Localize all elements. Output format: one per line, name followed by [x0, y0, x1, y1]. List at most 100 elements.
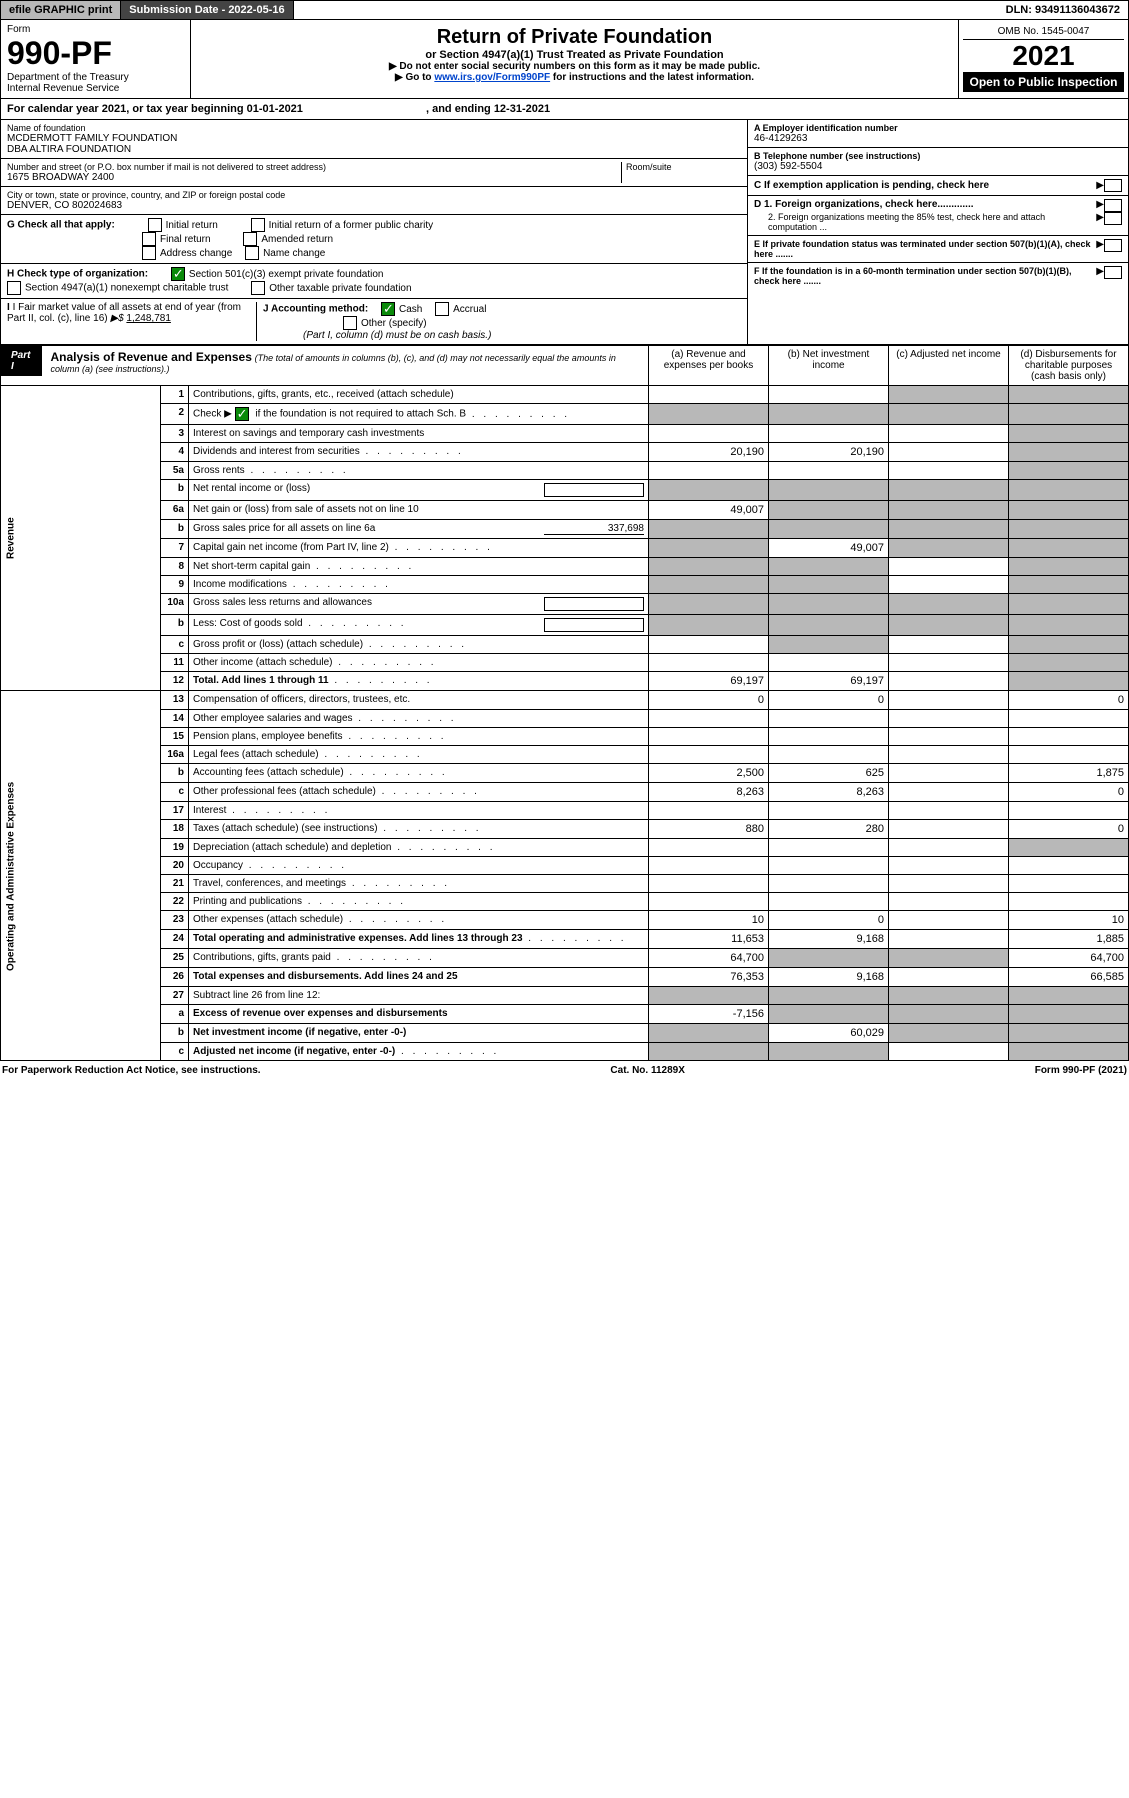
name-change-check[interactable] [245, 246, 259, 260]
line-desc: Total. Add lines 1 through 11 [189, 672, 649, 691]
foreign-org-check[interactable] [1104, 199, 1122, 212]
table-cell [649, 987, 769, 1005]
4947a1-check[interactable] [7, 281, 21, 295]
initial-return-check[interactable] [148, 218, 162, 232]
501c3-check[interactable] [171, 267, 185, 281]
line-desc: Interest on savings and temporary cash i… [189, 425, 649, 443]
table-cell [889, 839, 1009, 857]
table-cell [889, 462, 1009, 480]
table-row: cOther professional fees (attach schedul… [1, 783, 1129, 802]
table-cell [889, 386, 1009, 404]
line-desc: Contributions, gifts, grants, etc., rece… [189, 386, 649, 404]
col-a-header: (a) Revenue and expenses per books [649, 346, 769, 386]
table-cell: 8,263 [649, 783, 769, 802]
status-terminated-check[interactable] [1104, 239, 1122, 252]
table-cell [769, 802, 889, 820]
table-cell [769, 893, 889, 911]
table-row: 5aGross rents [1, 462, 1129, 480]
table-cell [889, 520, 1009, 539]
submission-date: Submission Date - 2022-05-16 [121, 1, 293, 19]
table-cell: 0 [1009, 820, 1129, 839]
section-d1: D 1. Foreign organizations, check here..… [754, 199, 1096, 212]
form-ref: Form 990-PF (2021) [1035, 1065, 1127, 1076]
table-cell [889, 539, 1009, 558]
table-cell [769, 558, 889, 576]
table-cell [649, 875, 769, 893]
table-cell [649, 728, 769, 746]
line-number: 16a [161, 746, 189, 764]
table-cell: 2,500 [649, 764, 769, 783]
table-cell: 66,585 [1009, 968, 1129, 987]
line-number: 9 [161, 576, 189, 594]
line-desc: Depreciation (attach schedule) and deple… [189, 839, 649, 857]
table-cell [769, 615, 889, 636]
table-cell [649, 576, 769, 594]
table-cell [769, 636, 889, 654]
line-desc: Dividends and interest from securities [189, 443, 649, 462]
table-row: cAdjusted net income (if negative, enter… [1, 1043, 1129, 1061]
line-desc: Net investment income (if negative, ente… [189, 1024, 649, 1043]
phone-label: B Telephone number (see instructions) [754, 151, 1122, 161]
line-desc: Gross sales price for all assets on line… [189, 520, 649, 539]
line-number: 17 [161, 802, 189, 820]
initial-former-check[interactable] [251, 218, 265, 232]
line-desc: Net rental income or (loss) [189, 480, 649, 501]
table-cell [649, 1043, 769, 1061]
line-number: 4 [161, 443, 189, 462]
table-row: 11Other income (attach schedule) [1, 654, 1129, 672]
table-cell [649, 386, 769, 404]
city-label: City or town, state or province, country… [7, 190, 741, 200]
efile-button[interactable]: efile GRAPHIC print [1, 1, 121, 19]
line-desc: Subtract line 26 from line 12: [189, 987, 649, 1005]
fmv-value: 1,248,781 [126, 313, 171, 324]
line-number: 6a [161, 501, 189, 520]
other-taxable-check[interactable] [251, 281, 265, 295]
table-row: 15Pension plans, employee benefits [1, 728, 1129, 746]
table-cell [649, 802, 769, 820]
cash-check[interactable] [381, 302, 395, 316]
other-method-check[interactable] [343, 316, 357, 330]
table-cell: 9,168 [769, 930, 889, 949]
line-number: b [161, 764, 189, 783]
open-public: Open to Public Inspection [963, 72, 1124, 92]
table-cell [1009, 520, 1129, 539]
line-desc: Gross sales less returns and allowances [189, 594, 649, 615]
table-cell: 0 [1009, 691, 1129, 710]
table-cell: 20,190 [649, 443, 769, 462]
table-cell [769, 576, 889, 594]
table-cell [889, 425, 1009, 443]
table-row: 21Travel, conferences, and meetings [1, 875, 1129, 893]
table-cell [649, 1024, 769, 1043]
irs-link[interactable]: www.irs.gov/Form990PF [434, 72, 550, 83]
table-cell: 49,007 [769, 539, 889, 558]
table-cell [649, 654, 769, 672]
header-bar: efile GRAPHIC print Submission Date - 20… [0, 0, 1129, 20]
final-return-check[interactable] [142, 232, 156, 246]
page-footer: For Paperwork Reduction Act Notice, see … [0, 1061, 1129, 1080]
table-cell [889, 802, 1009, 820]
amended-return-check[interactable] [243, 232, 257, 246]
table-cell [649, 710, 769, 728]
table-row: 7Capital gain net income (from Part IV, … [1, 539, 1129, 558]
table-row: aExcess of revenue over expenses and dis… [1, 1005, 1129, 1024]
section-i-label: I [7, 302, 10, 313]
table-cell [1009, 443, 1129, 462]
table-cell: 64,700 [649, 949, 769, 968]
line-desc: Other expenses (attach schedule) [189, 911, 649, 930]
table-cell [889, 404, 1009, 425]
line-desc: Contributions, gifts, grants paid [189, 949, 649, 968]
table-cell [889, 615, 1009, 636]
60-month-check[interactable] [1104, 266, 1122, 279]
table-cell [769, 949, 889, 968]
address-change-check[interactable] [142, 246, 156, 260]
section-g: G Check all that apply: Initial return I… [1, 215, 747, 264]
table-cell [649, 615, 769, 636]
foreign-85-check[interactable] [1104, 212, 1122, 225]
exemption-pending-check[interactable] [1104, 179, 1122, 192]
accrual-check[interactable] [435, 302, 449, 316]
line-number: 13 [161, 691, 189, 710]
line-number: c [161, 636, 189, 654]
form-number: 990-PF [7, 35, 184, 72]
table-cell [769, 654, 889, 672]
line-desc: Other employee salaries and wages [189, 710, 649, 728]
